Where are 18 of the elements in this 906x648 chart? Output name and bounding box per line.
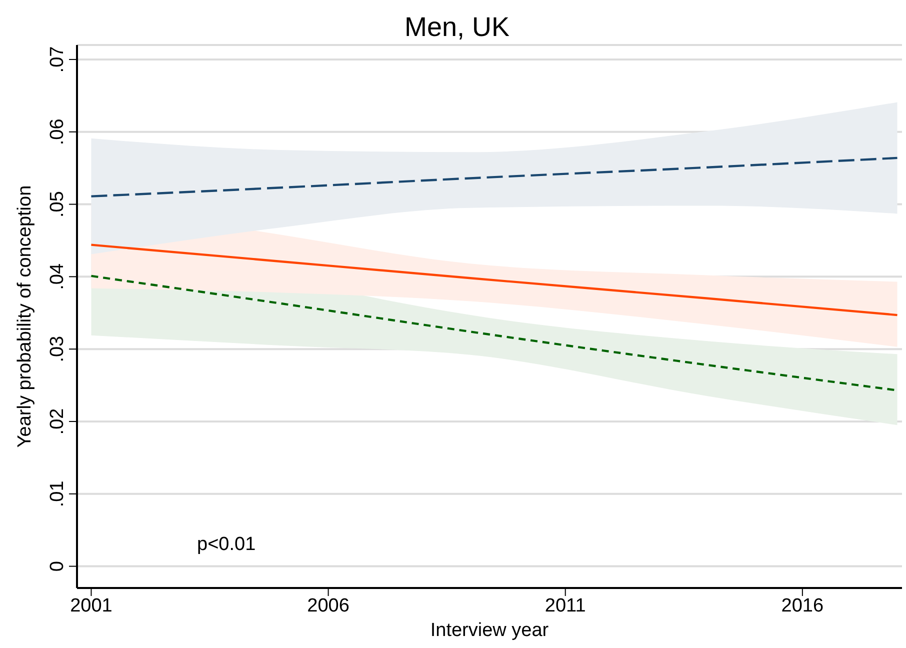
y-tick-label: .07 [47,46,68,73]
chart-title: Men, UK [403,12,511,43]
annotation: p<0.01 [197,534,256,556]
x-tick-label: 2011 [544,595,586,616]
y-tick-label: .04 [47,263,68,290]
y-tick-label: .03 [47,336,68,362]
y-tick-label: .02 [47,408,68,435]
x-tick-label: 2016 [781,595,824,616]
line-series [90,244,898,316]
x-tick-label: 2001 [70,595,112,616]
y-tick-label: .06 [47,118,68,146]
x-tick-label: 2006 [307,595,350,616]
y-tick-label: 0 [47,560,68,572]
y-tick-label: .01 [47,480,68,508]
y-tick-label: .05 [47,191,68,218]
x-axis-title: Interview year [430,620,550,641]
line-series [90,156,898,198]
y-axis-title: Yearly probability of conception [14,185,36,448]
